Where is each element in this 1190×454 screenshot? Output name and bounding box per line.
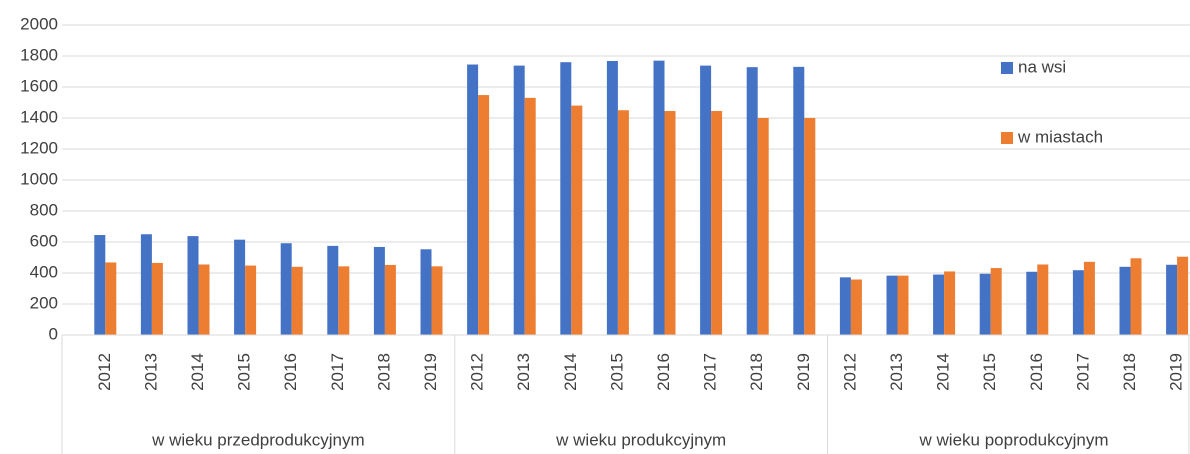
y-tick-label: 2000 [20,14,58,33]
bar [524,97,536,335]
bar [373,246,385,335]
x-tick-label: 2017 [1073,353,1092,391]
bar [291,266,303,335]
x-tick-label: 2012 [95,353,114,391]
bar [664,111,676,336]
y-tick-label: 800 [30,200,58,219]
bar [850,279,862,335]
bar [420,249,432,335]
bar [280,243,292,335]
group-label: w wieku produkcyjnym [555,430,726,449]
legend-label: na wsi [1018,57,1066,76]
bar [606,60,618,336]
y-tick-label: 400 [30,262,58,281]
bar [990,268,1002,335]
bar [94,235,106,335]
bar [1119,266,1131,335]
bar [327,245,339,335]
x-tick-label: 2016 [654,353,673,391]
bar [1166,264,1178,335]
x-tick-label: 2014 [188,353,207,391]
x-tick-label: 2016 [281,353,300,391]
bar [944,271,956,335]
x-tick-label: 2017 [328,353,347,391]
bar [1037,264,1049,335]
legend-label: w miastach [1017,127,1103,146]
bar [1130,258,1142,335]
bar [653,60,665,336]
y-tick-label: 1200 [20,138,58,157]
x-tick-label: 2019 [794,353,813,391]
x-tick-label: 2019 [421,353,440,391]
x-tick-label: 2018 [1120,353,1139,391]
x-tick-label: 2015 [235,353,254,391]
bar [700,65,712,336]
bar [746,67,758,335]
bar [571,105,583,335]
y-tick-label: 1600 [20,76,58,95]
bar [793,66,805,335]
bar [897,275,909,335]
x-tick-label: 2015 [607,353,626,391]
group-label: w wieku przedprodukcyjnym [151,430,365,449]
y-tick-label: 1800 [20,45,58,64]
x-tick-label: 2018 [374,353,393,391]
bar [804,118,816,335]
legend-swatch [1001,132,1013,144]
x-tick-label: 2015 [980,353,999,391]
y-tick-label: 1000 [20,169,58,188]
x-tick-label: 2016 [1027,353,1046,391]
bar [886,275,898,335]
x-tick-label: 2017 [701,353,720,391]
bar [1177,256,1189,335]
bar [384,264,396,335]
bar [979,273,991,335]
group-label: w wieku poprodukcyjnym [919,430,1109,449]
bar [431,266,443,335]
bar [467,64,479,336]
x-tick-label: 2012 [468,353,487,391]
bar [338,266,350,335]
bar [140,234,152,335]
legend-swatch [1001,62,1013,74]
x-tick-label: 2014 [561,353,580,391]
bar [245,265,257,335]
bar [560,62,572,335]
bar [933,274,945,335]
y-tick-label: 600 [30,231,58,250]
bar [1072,270,1084,335]
x-tick-label: 2013 [141,353,160,391]
bar [1026,271,1038,335]
bar [1083,261,1095,335]
x-tick-label: 2013 [887,353,906,391]
x-tick-label: 2019 [1167,353,1186,391]
bar [839,277,851,335]
x-tick-label: 2014 [934,353,953,391]
bar [198,264,210,335]
bar [513,65,525,336]
x-tick-label: 2012 [840,353,859,391]
bar [234,239,246,335]
bar [711,111,723,336]
x-tick-label: 2018 [747,353,766,391]
bar [187,236,199,335]
y-tick-label: 1400 [20,107,58,126]
bar [757,118,769,335]
x-tick-label: 2013 [514,353,533,391]
bar [617,110,629,335]
y-tick-label: 0 [49,324,58,343]
bar [151,262,163,335]
bar [478,95,490,335]
y-tick-label: 200 [30,293,58,312]
bar [105,262,117,335]
